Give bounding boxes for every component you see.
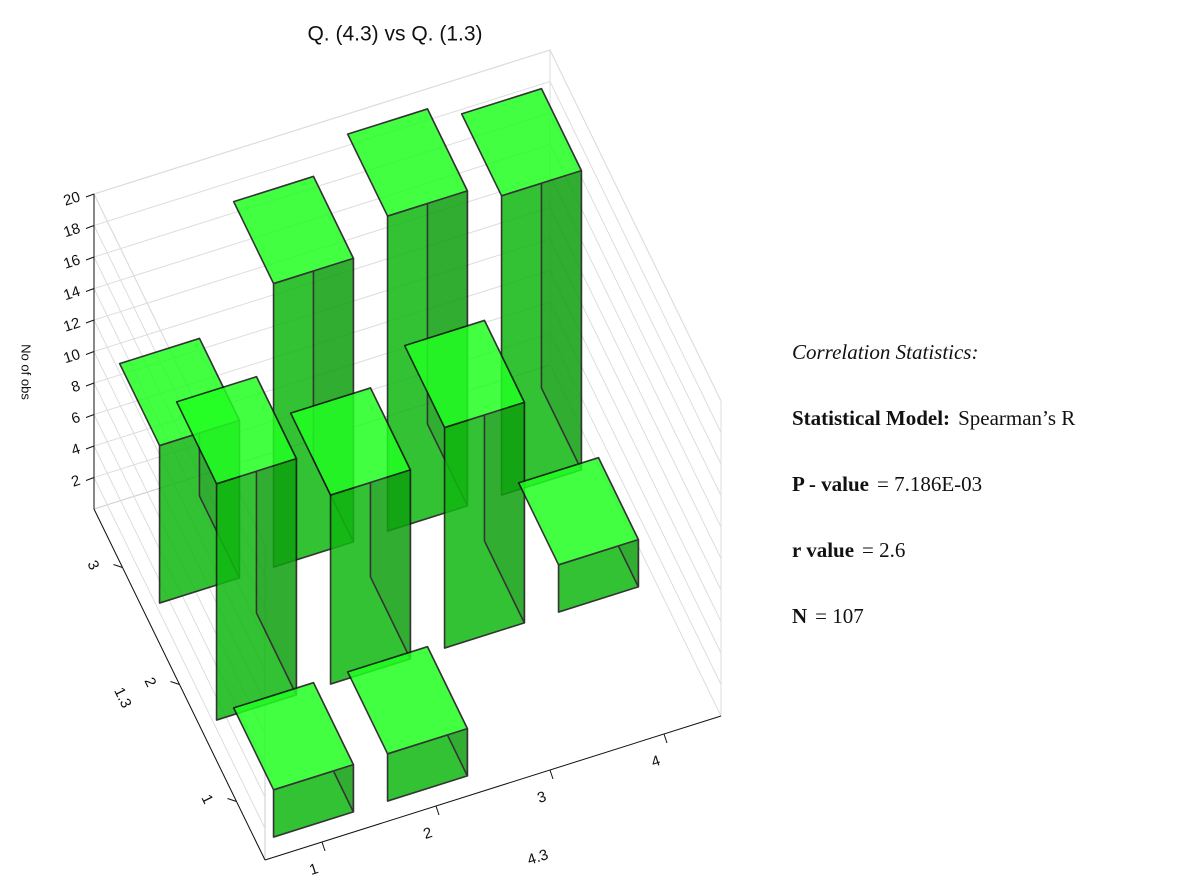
x-tick-label: 2 xyxy=(421,824,434,843)
chart: Q. (4.3) vs Q. (1.3) No of obs 4.3 1.3 2… xyxy=(19,23,722,877)
z-tick-label: 16 xyxy=(61,251,82,272)
z-tick xyxy=(85,288,95,292)
bar-top xyxy=(289,387,412,496)
chart-title: Q. (4.3) vs Q. (1.3) xyxy=(307,23,482,46)
z-tick-label: 6 xyxy=(69,409,82,428)
x-axis-label: 4.3 xyxy=(525,846,550,869)
bar xyxy=(346,645,469,802)
x-tick-label: 4 xyxy=(649,752,662,771)
x-tick xyxy=(321,841,326,852)
z-tick-label: 2 xyxy=(69,472,82,491)
bar-top xyxy=(517,456,640,566)
bar xyxy=(403,319,526,649)
x-axis xyxy=(264,715,722,861)
z-tick xyxy=(85,225,95,229)
z-tick xyxy=(85,477,95,481)
z-tick xyxy=(85,414,95,418)
stat-value: = 7.186E-03 xyxy=(877,472,983,496)
z-tick xyxy=(85,445,95,450)
stat-value: = 107 xyxy=(815,604,864,628)
z-tick-label: 10 xyxy=(61,346,82,367)
z-tick-label: 14 xyxy=(61,283,82,304)
bar-top xyxy=(346,108,469,217)
x-tick xyxy=(435,805,440,816)
bar-top xyxy=(232,681,355,791)
x-tick xyxy=(549,769,554,780)
z-tick-label: 20 xyxy=(61,188,82,209)
stats-heading: Correlation Statistics: xyxy=(792,340,979,364)
bar xyxy=(175,375,298,721)
y-tick-label: 3 xyxy=(84,558,103,573)
x-tick-label: 1 xyxy=(307,860,320,877)
y-tick xyxy=(170,681,180,685)
z-tick xyxy=(85,351,95,355)
bar-top xyxy=(232,175,355,285)
bar-top xyxy=(346,645,469,755)
z-tick xyxy=(85,319,95,324)
stat-label: Statistical Model: xyxy=(792,406,951,430)
z-axis-label: No of obs xyxy=(19,344,34,400)
y-tick-label: 1 xyxy=(198,792,217,807)
x-tick xyxy=(663,733,668,744)
z-tick-label: 18 xyxy=(61,220,82,241)
x-tick-label: 3 xyxy=(535,788,548,807)
y-tick xyxy=(227,798,237,802)
stat-value: = 2.6 xyxy=(862,538,906,562)
z-tick xyxy=(85,256,95,261)
z-tick xyxy=(85,382,95,387)
bar xyxy=(232,681,355,838)
y-axis-label: 1.3 xyxy=(110,685,134,711)
z-tick-label: 12 xyxy=(61,314,82,335)
stat-label: r value xyxy=(792,538,855,562)
z-tick-label: 8 xyxy=(69,377,82,396)
bar xyxy=(517,456,640,613)
bar-top xyxy=(460,87,583,197)
z-tick-label: 4 xyxy=(69,440,82,459)
y-tick xyxy=(113,564,123,568)
z-tick xyxy=(85,193,95,198)
bar-top xyxy=(175,375,298,485)
y-tick-label: 2 xyxy=(141,675,160,690)
stats-panel: Correlation Statistics: Statistical Mode… xyxy=(792,340,1075,670)
bar-top xyxy=(403,319,526,429)
stat-label: P - value xyxy=(792,472,869,496)
stat-value: Spearman’s R xyxy=(958,406,1076,430)
stat-label: N xyxy=(792,604,808,628)
